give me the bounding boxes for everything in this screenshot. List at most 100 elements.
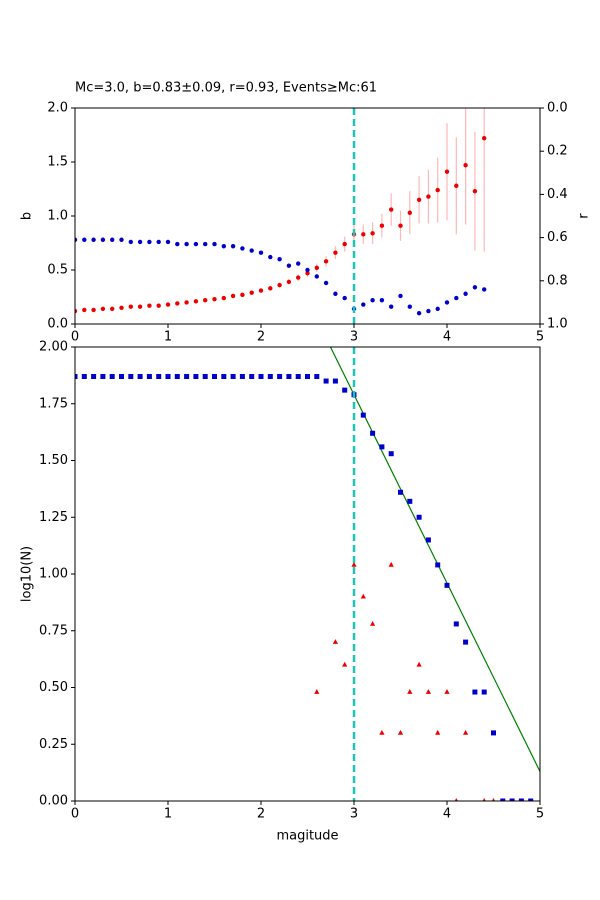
point	[91, 374, 97, 380]
y-tick-label: 0.0	[47, 317, 68, 332]
y-tick-label: 0.00	[39, 794, 68, 809]
point	[174, 374, 180, 380]
point	[388, 561, 394, 567]
point	[444, 689, 450, 694]
y-tick-label: 0.5	[47, 263, 68, 278]
point	[258, 288, 264, 293]
y-tick-label: 0.75	[39, 623, 68, 638]
point	[240, 292, 245, 298]
point	[221, 295, 226, 301]
chart-title: Mc=3.0, b=0.83±0.09, r=0.93, Events≥Mc:6…	[75, 81, 377, 96]
point	[305, 374, 310, 380]
point	[81, 374, 87, 380]
point	[203, 298, 208, 303]
point	[221, 244, 226, 249]
x-tick-label: 4	[443, 330, 451, 345]
point	[184, 241, 189, 247]
point	[379, 729, 385, 735]
point	[128, 304, 133, 309]
point	[454, 295, 459, 301]
point	[407, 498, 413, 504]
point	[397, 729, 404, 735]
fit-line	[329, 347, 540, 772]
point	[332, 378, 338, 384]
point	[407, 304, 412, 309]
y-tick-label: 0.50	[39, 680, 68, 695]
point	[398, 223, 403, 228]
point	[454, 798, 458, 801]
point	[165, 239, 171, 245]
point	[314, 374, 320, 380]
point	[249, 374, 255, 380]
point	[323, 378, 329, 384]
point	[453, 621, 459, 627]
point	[296, 261, 301, 266]
point	[454, 183, 459, 188]
point	[444, 300, 450, 305]
point	[268, 254, 273, 260]
x-tick-label: 5	[536, 330, 544, 345]
point	[425, 537, 431, 543]
point	[435, 306, 440, 312]
point	[463, 639, 469, 645]
point	[314, 274, 319, 279]
point	[193, 241, 199, 247]
point	[230, 293, 236, 299]
point	[82, 307, 87, 313]
point	[472, 689, 478, 695]
point	[342, 295, 347, 301]
y-tick-label: 2.0	[47, 101, 68, 116]
point	[212, 374, 217, 380]
y-tick-label: 1.00	[39, 567, 68, 582]
point	[184, 374, 190, 380]
point	[165, 374, 171, 380]
point	[137, 304, 143, 309]
point	[491, 730, 496, 736]
point	[463, 729, 469, 735]
y-tick-label: 1.0	[47, 209, 68, 224]
point	[509, 798, 515, 801]
point	[398, 293, 403, 299]
point	[175, 301, 180, 306]
point	[426, 194, 431, 199]
point	[295, 374, 301, 380]
x-axis-label: magitude	[276, 829, 338, 844]
y2-tick-label: 0.6	[547, 230, 568, 245]
point	[240, 246, 245, 251]
point	[110, 306, 115, 312]
point	[119, 305, 124, 310]
x-tick-label: 2	[257, 807, 265, 822]
y-axis-label: log10(N)	[20, 546, 35, 602]
point	[314, 689, 320, 694]
point	[379, 444, 385, 450]
point	[221, 374, 227, 380]
point	[277, 282, 282, 288]
y2-tick-label: 1.0	[547, 317, 568, 332]
x-tick-label: 0	[71, 330, 79, 345]
point	[286, 279, 292, 285]
point	[286, 374, 292, 380]
point	[351, 561, 357, 567]
point	[435, 729, 441, 735]
point	[481, 689, 487, 695]
point	[370, 430, 376, 436]
point	[435, 562, 441, 568]
point	[249, 248, 254, 253]
plot-area	[75, 347, 540, 801]
point	[267, 374, 273, 380]
point	[296, 275, 301, 280]
point	[109, 374, 115, 380]
point	[91, 307, 96, 313]
point	[75, 237, 78, 242]
point	[333, 250, 338, 255]
point	[305, 267, 310, 273]
point	[361, 302, 366, 307]
point	[128, 374, 134, 380]
point	[193, 299, 199, 304]
point	[388, 451, 394, 457]
point	[416, 311, 422, 316]
x-tick-label: 3	[350, 807, 358, 822]
point	[314, 265, 319, 271]
point	[230, 244, 236, 249]
